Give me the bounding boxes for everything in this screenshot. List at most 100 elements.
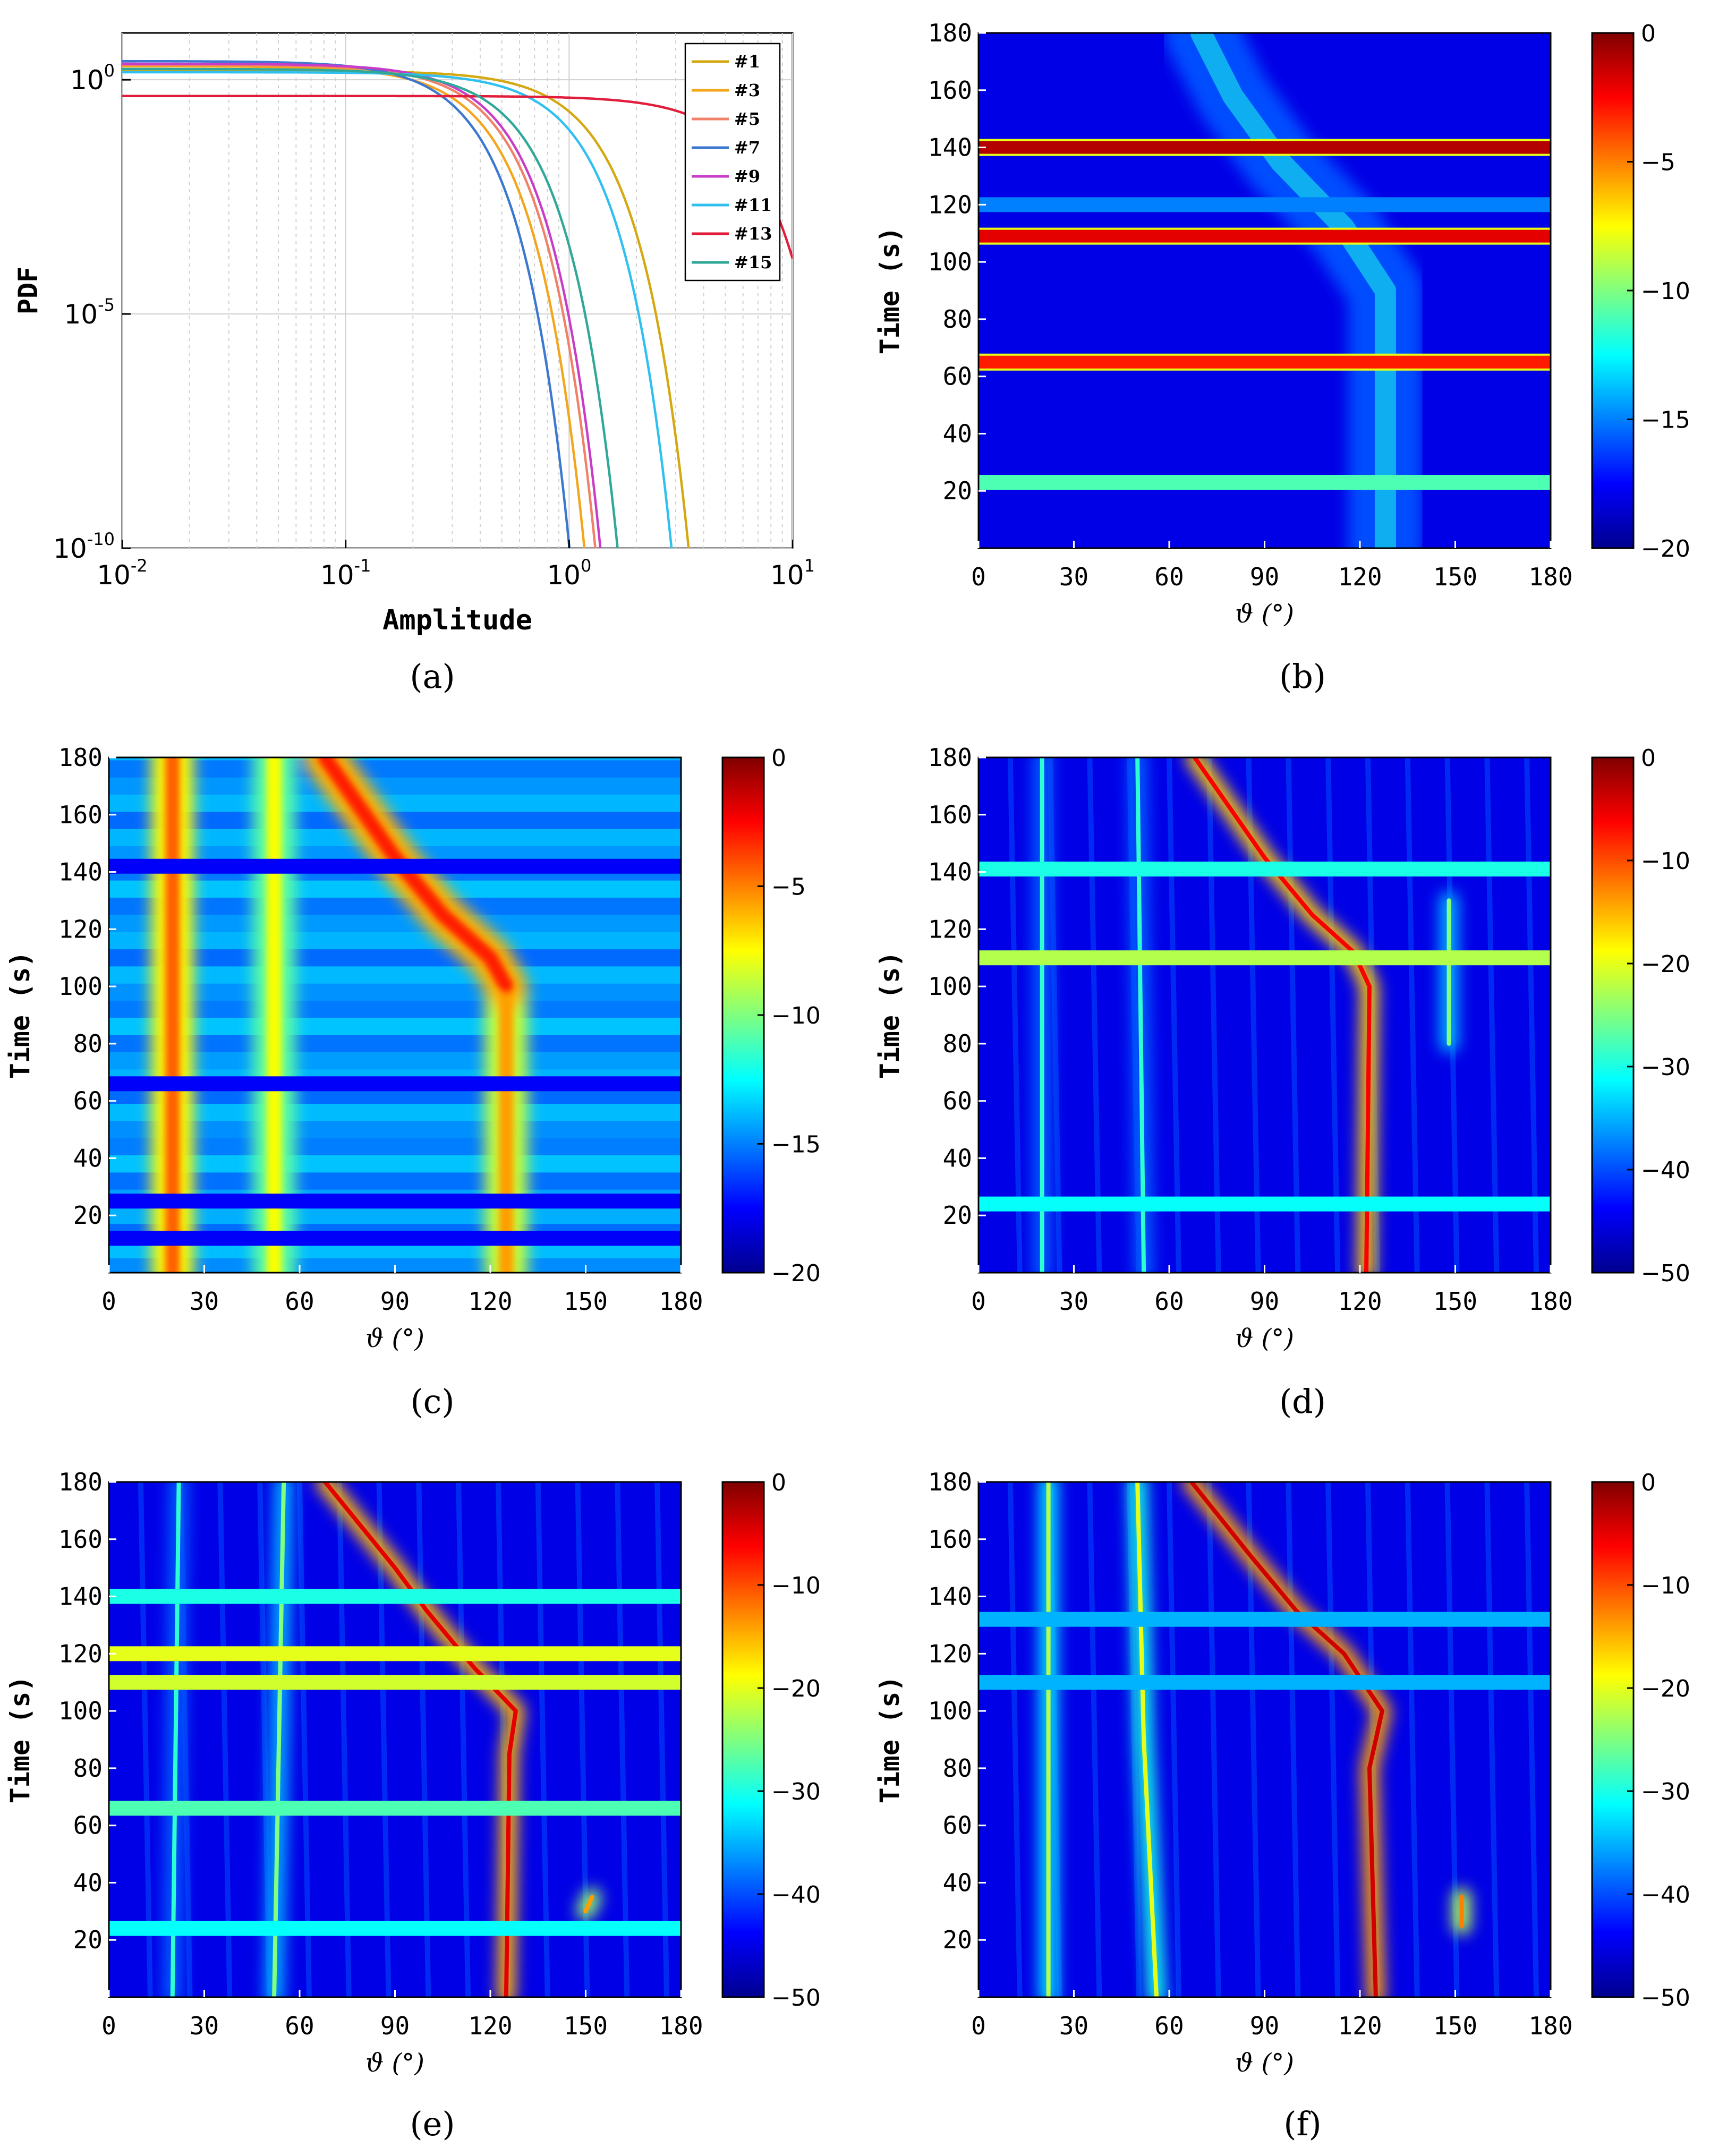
heatmap-background bbox=[979, 757, 1551, 1273]
texture-line bbox=[535, 1482, 550, 1997]
texture-line bbox=[1167, 757, 1181, 1273]
y-tick-label: 60 bbox=[943, 1811, 972, 1840]
panel-label-b: (b) bbox=[1279, 657, 1326, 696]
texture-line bbox=[1167, 1482, 1181, 1997]
x-tick-label: 60 bbox=[285, 2012, 314, 2040]
y-tick-label: 140 bbox=[928, 133, 972, 162]
texture-line bbox=[1325, 757, 1341, 1273]
colorbar-tick-label: −10 bbox=[1641, 1572, 1690, 1599]
x-tick-label: 0 bbox=[971, 563, 986, 591]
x-tick-label-a: 100 bbox=[547, 556, 591, 591]
y-tick-label: 60 bbox=[73, 1811, 103, 1840]
x-tick-label: 120 bbox=[1338, 563, 1382, 591]
texture-row bbox=[109, 1155, 681, 1173]
y-tick-label: 100 bbox=[928, 1697, 972, 1725]
colorbar-tick-label: −10 bbox=[1641, 278, 1690, 305]
y-axis-label: Time (s) bbox=[874, 227, 905, 355]
texture-row bbox=[109, 1001, 681, 1018]
horizontal-band bbox=[979, 197, 1551, 212]
colorbar-tick-label: −20 bbox=[1641, 951, 1690, 978]
series-line-1 bbox=[122, 65, 586, 548]
series-line-5 bbox=[122, 71, 673, 548]
y-tick-label-a: 100 bbox=[70, 61, 115, 96]
x-tick-label: 150 bbox=[1433, 2012, 1477, 2040]
y-tick-label: 20 bbox=[73, 1201, 103, 1230]
x-tick-label: 90 bbox=[1250, 1287, 1279, 1316]
track-core bbox=[272, 1482, 286, 1997]
texture-row bbox=[109, 777, 681, 795]
texture-line bbox=[1405, 757, 1420, 1273]
y-tick-label: 100 bbox=[928, 972, 972, 1001]
x-tick-label-a: 10-2 bbox=[97, 556, 148, 591]
y-tick-label: 100 bbox=[58, 1697, 103, 1725]
x-tick-label: 180 bbox=[659, 2012, 703, 2040]
x-tick-label: 120 bbox=[468, 2012, 512, 2040]
texture-row bbox=[109, 795, 681, 812]
x-tick-label: 30 bbox=[190, 1287, 219, 1316]
y-axis-label: Time (s) bbox=[5, 1676, 36, 1804]
colorbar-tick-label: 0 bbox=[1641, 1469, 1656, 1496]
texture-line bbox=[1405, 1482, 1420, 1997]
colorbar-tick-label: −20 bbox=[771, 1260, 821, 1287]
colorbar-tick-label: −20 bbox=[1641, 1675, 1690, 1702]
y-tick-label: 20 bbox=[73, 1925, 103, 1954]
y-tick-label: 40 bbox=[943, 1144, 972, 1172]
track-core bbox=[170, 1482, 181, 1997]
track-core bbox=[1192, 757, 1372, 1273]
x-tick-label: 0 bbox=[101, 1287, 116, 1316]
track-core bbox=[1190, 33, 1396, 548]
y-tick-label: 20 bbox=[943, 1201, 972, 1230]
x-axis-label: ϑ (°) bbox=[1235, 1324, 1294, 1353]
dark-band bbox=[109, 858, 681, 874]
band-edge bbox=[979, 139, 1551, 141]
x-tick-label: 0 bbox=[971, 2012, 986, 2040]
horizontal-band bbox=[109, 1589, 681, 1604]
heatmap-c: 0 30 60 90 120 150 180 20 40 60 80 100 120 140 160 180 ϑ… bbox=[5, 743, 821, 1353]
colorbar bbox=[1591, 756, 1635, 1274]
pdf-line-chart: 10-2 10-1 100 101 100 10-5 10-10 #1 #3 #5 #7 #9 #11… bbox=[13, 32, 815, 696]
horizontal-band bbox=[979, 228, 1551, 244]
x-tick-label-a: 10-1 bbox=[320, 556, 371, 591]
horizontal-band bbox=[109, 1801, 681, 1816]
colorbar-tick-label: −15 bbox=[1641, 407, 1690, 434]
legend-label: #11 bbox=[734, 195, 772, 215]
y-tick-label: 120 bbox=[928, 915, 972, 943]
y-tick-label: 40 bbox=[943, 1868, 972, 1897]
texture-line bbox=[138, 1482, 153, 1997]
y-tick-label: 160 bbox=[928, 76, 972, 105]
x-tick-label: 30 bbox=[190, 2012, 219, 2040]
x-tick-label: 60 bbox=[1154, 563, 1184, 591]
y-tick-label: 80 bbox=[943, 305, 972, 334]
dark-band bbox=[109, 1076, 681, 1092]
colorbar-tick-label: −5 bbox=[1641, 149, 1675, 176]
x-axis-label: ϑ (°) bbox=[365, 1324, 424, 1353]
track-core bbox=[1135, 1482, 1159, 1997]
y-tick-label: 80 bbox=[943, 1754, 972, 1783]
texture-line bbox=[654, 1482, 670, 1997]
track-core bbox=[1189, 1482, 1384, 1997]
band-edge bbox=[979, 353, 1551, 356]
x-tick-label: 90 bbox=[1250, 2012, 1279, 2040]
y-tick-label: 160 bbox=[928, 800, 972, 829]
x-tick-label: 60 bbox=[1154, 1287, 1184, 1316]
y-tick-label: 60 bbox=[943, 1087, 972, 1115]
x-tick-label: 150 bbox=[564, 2012, 608, 2040]
y-tick-label: 180 bbox=[58, 743, 103, 772]
band-edge bbox=[979, 154, 1551, 156]
texture-line bbox=[1047, 757, 1062, 1273]
y-tick-label: 60 bbox=[943, 362, 972, 391]
texture-line bbox=[456, 1482, 471, 1997]
horizontal-band bbox=[109, 1646, 681, 1661]
y-tick-label: 140 bbox=[58, 858, 103, 887]
y-axis-label: Time (s) bbox=[874, 1676, 905, 1804]
y-tick-label-a: 10-10 bbox=[53, 529, 115, 564]
colorbar-tick-label: −30 bbox=[1641, 1054, 1690, 1081]
y-tick-label: 20 bbox=[943, 1925, 972, 1954]
texture-row bbox=[109, 949, 681, 967]
y-tick-label: 140 bbox=[928, 858, 972, 887]
texture-row bbox=[109, 1172, 681, 1190]
heatmap-field-c bbox=[109, 757, 681, 1273]
texture-row bbox=[109, 898, 681, 915]
panel-label-e: (e) bbox=[410, 2104, 455, 2143]
